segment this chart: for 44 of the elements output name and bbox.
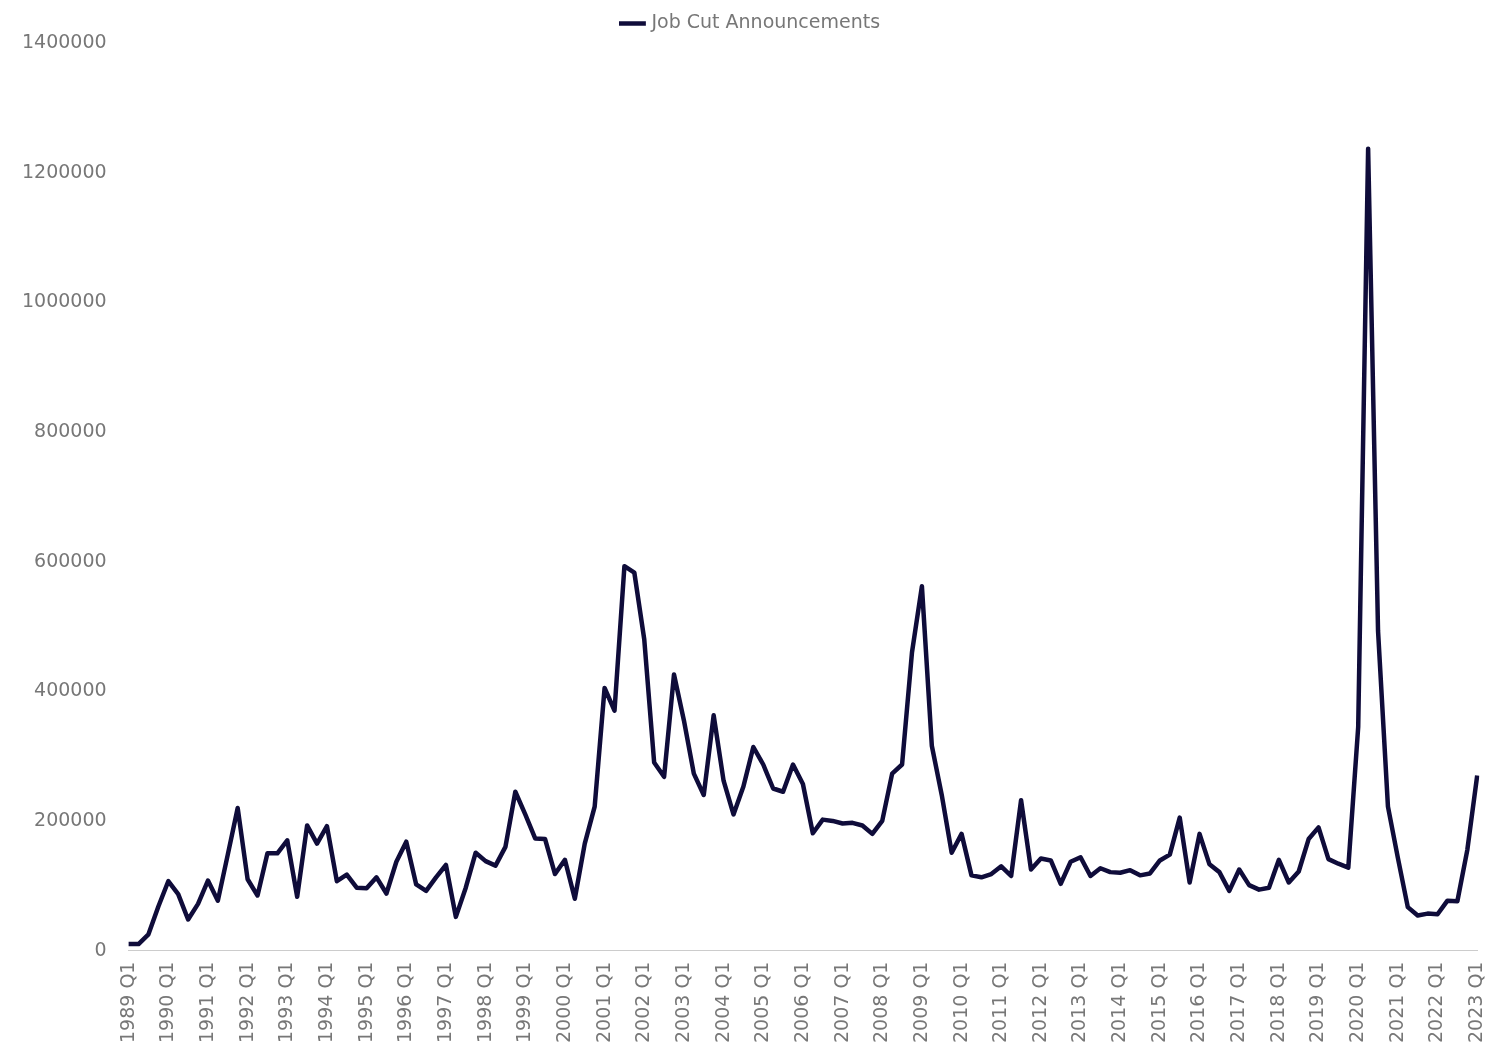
x-tick-label: 2013 Q1: [1067, 961, 1090, 1043]
x-tick-label: 2010 Q1: [948, 961, 971, 1043]
x-tick-label: 2017 Q1: [1226, 961, 1249, 1043]
x-tick-label: 2019 Q1: [1305, 961, 1328, 1043]
x-tick-label: 1998 Q1: [472, 961, 495, 1043]
x-tick-label: 2007 Q1: [829, 961, 852, 1043]
x-tick-label: 2021 Q1: [1384, 961, 1407, 1043]
x-tick-label: 2012 Q1: [1027, 961, 1050, 1043]
x-tick-label: 2008 Q1: [869, 961, 892, 1043]
x-tick-label: 1990 Q1: [155, 961, 178, 1043]
x-tick-label: 2015 Q1: [1146, 961, 1169, 1043]
x-tick-label: 2002 Q1: [631, 961, 654, 1043]
x-tick-label: 1997 Q1: [432, 961, 455, 1043]
x-tick-label: 2018 Q1: [1265, 961, 1288, 1043]
y-tick-label: 800000: [34, 418, 107, 441]
x-tick-label: 2014 Q1: [1107, 961, 1130, 1043]
x-tick-label: 2011 Q1: [988, 961, 1011, 1043]
x-tick-label: 1994 Q1: [313, 961, 336, 1043]
x-tick-label: 1999 Q1: [512, 961, 535, 1043]
x-tick-label: 1996 Q1: [393, 961, 416, 1043]
y-tick-label: 1000000: [21, 289, 107, 312]
legend-label: Job Cut Announcements: [650, 10, 881, 33]
y-tick-label: 1400000: [21, 29, 107, 52]
x-tick-label: 2023 Q1: [1464, 961, 1487, 1043]
x-tick-label: 2020 Q1: [1345, 961, 1368, 1043]
x-tick-label: 2004 Q1: [710, 961, 733, 1043]
x-tick-label: 2016 Q1: [1186, 961, 1209, 1043]
x-tick-label: 2005 Q1: [750, 961, 773, 1043]
x-tick-label: 1991 Q1: [194, 961, 217, 1043]
x-tick-label: 1993 Q1: [274, 961, 297, 1043]
x-tick-label: 1992 Q1: [234, 961, 257, 1043]
x-tick-label: 1995 Q1: [353, 961, 376, 1043]
x-tick-label: 2009 Q1: [908, 961, 931, 1043]
y-tick-label: 0: [94, 937, 107, 960]
x-tick-label: 2003 Q1: [670, 961, 693, 1043]
x-tick-label: 2022 Q1: [1424, 961, 1447, 1043]
y-tick-label: 400000: [34, 678, 107, 701]
y-tick-label: 600000: [34, 548, 107, 571]
y-tick-label: 200000: [34, 807, 107, 830]
x-tick-label: 2001 Q1: [591, 961, 614, 1043]
x-tick-label: 2000 Q1: [551, 961, 574, 1043]
y-tick-label: 1200000: [21, 159, 107, 182]
x-tick-label: 2006 Q1: [789, 961, 812, 1043]
x-tick-label: 1989 Q1: [115, 961, 138, 1043]
